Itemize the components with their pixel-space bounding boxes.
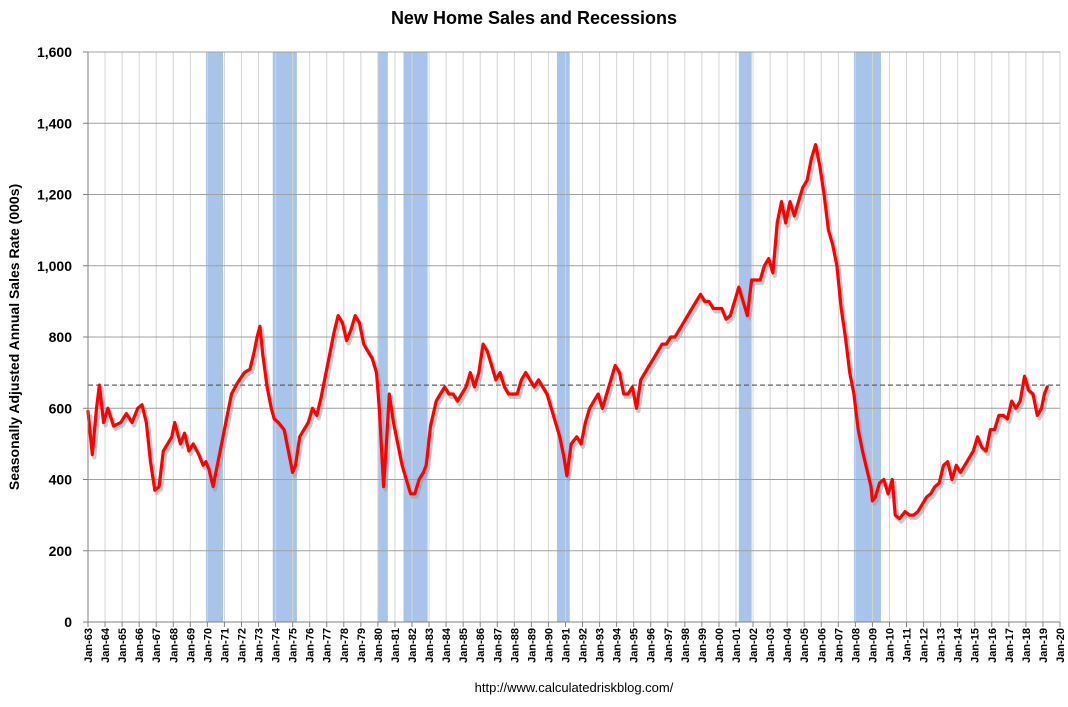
y-tick-label: 1,200 — [37, 187, 72, 203]
x-tick-label: Jan-88 — [509, 628, 521, 663]
x-tick-label: Jan-83 — [424, 628, 436, 663]
y-tick-labels: 0 200 400 600 800 1,000 1,200 1,400 1,600 — [37, 44, 72, 630]
x-tick-label: Jan-02 — [748, 628, 760, 663]
x-tick-label: Jan-95 — [629, 628, 641, 663]
x-tick-label: Jan-20 — [1055, 628, 1067, 663]
x-tick-label: Jan-64 — [100, 627, 112, 663]
y-tick-label: 1,000 — [37, 258, 72, 274]
x-tick-label: Jan-07 — [833, 628, 845, 663]
y-tick-label: 0 — [64, 614, 72, 630]
y-tick-label: 800 — [49, 329, 73, 345]
x-tick-label: Jan-19 — [1038, 628, 1050, 663]
x-tick-label: Jan-98 — [680, 628, 692, 663]
x-tick-label: Jan-93 — [595, 628, 607, 663]
x-tick-label: Jan-04 — [782, 627, 794, 663]
x-tick-label: Jan-72 — [237, 628, 249, 663]
x-tick-label: Jan-87 — [492, 628, 504, 663]
x-tick-label: Jan-09 — [867, 628, 879, 663]
x-tick-label: Jan-77 — [322, 628, 334, 663]
x-tick-label: Jan-70 — [202, 628, 214, 663]
y-tick-label: 1,600 — [37, 44, 72, 60]
x-tick-label: Jan-73 — [254, 628, 266, 663]
x-tick-label: Jan-82 — [407, 628, 419, 663]
x-tick-label: Jan-03 — [765, 628, 777, 663]
x-tick-label: Jan-17 — [1004, 628, 1016, 663]
x-tick-label: Jan-15 — [970, 628, 982, 663]
x-tick-label: Jan-01 — [731, 628, 743, 663]
y-axis-label: Seasonally Adjusted Annual Sales Rate (0… — [6, 184, 22, 490]
x-tick-label: Jan-75 — [288, 628, 300, 663]
x-tick-label: Jan-78 — [339, 628, 351, 663]
x-tick-label: Jan-05 — [799, 628, 811, 663]
y-tick-label: 400 — [49, 472, 73, 488]
x-tick-label: Jan-99 — [697, 628, 709, 663]
x-tick-label: Jan-68 — [168, 628, 180, 663]
x-tick-label: Jan-66 — [134, 628, 146, 663]
x-tick-label: Jan-14 — [953, 627, 965, 663]
x-tick-label: Jan-63 — [83, 628, 95, 663]
x-tick-label: Jan-13 — [936, 628, 948, 663]
x-tick-label: Jan-08 — [850, 628, 862, 663]
axes — [83, 51, 1061, 627]
x-tick-label: Jan-06 — [816, 628, 828, 663]
x-tick-label: Jan-92 — [578, 628, 590, 663]
x-tick-label: Jan-90 — [543, 628, 555, 663]
x-tick-label: Jan-97 — [663, 628, 675, 663]
x-tick-labels: Jan-63 Jan-64 Jan-65 Jan-66 Jan-67 Jan-68 Jan-… — [83, 627, 1067, 663]
x-tick-label: Jan-79 — [356, 628, 368, 663]
x-tick-label: Jan-86 — [475, 628, 487, 663]
x-tick-label: Jan-18 — [1021, 628, 1033, 663]
x-tick-label: Jan-11 — [902, 628, 914, 662]
x-tick-label: Jan-81 — [390, 628, 402, 663]
x-tick-label: Jan-84 — [441, 627, 453, 663]
x-tick-label: Jan-00 — [714, 628, 726, 663]
y-tick-label: 600 — [49, 400, 73, 416]
x-tick-label: Jan-65 — [117, 628, 129, 663]
x-tick-label: Jan-80 — [373, 628, 385, 663]
x-tick-label: Jan-85 — [458, 628, 470, 663]
gridlines — [87, 51, 1061, 623]
x-tick-label: Jan-16 — [987, 628, 999, 663]
series-line — [86, 143, 1049, 521]
x-tick-label: Jan-10 — [885, 628, 897, 663]
x-tick-label: Jan-91 — [561, 628, 573, 663]
x-tick-label: Jan-67 — [151, 628, 163, 663]
chart-title: New Home Sales and Recessions — [391, 8, 677, 28]
x-tick-label: Jan-76 — [305, 628, 317, 663]
series-lines — [86, 143, 1052, 524]
x-tick-label: Jan-69 — [185, 628, 197, 663]
x-tick-label: Jan-94 — [612, 627, 624, 663]
y-tick-label: 200 — [49, 543, 73, 559]
x-tick-label: Jan-89 — [526, 628, 538, 663]
x-tick-label: Jan-96 — [646, 628, 658, 663]
x-tick-label: Jan-74 — [271, 627, 283, 663]
x-tick-label: Jan-71 — [219, 628, 231, 663]
source-url: http://www.calculatedriskblog.com/ — [475, 680, 674, 695]
y-tick-label: 1,400 — [37, 115, 72, 131]
x-tick-label: Jan-12 — [919, 628, 931, 663]
